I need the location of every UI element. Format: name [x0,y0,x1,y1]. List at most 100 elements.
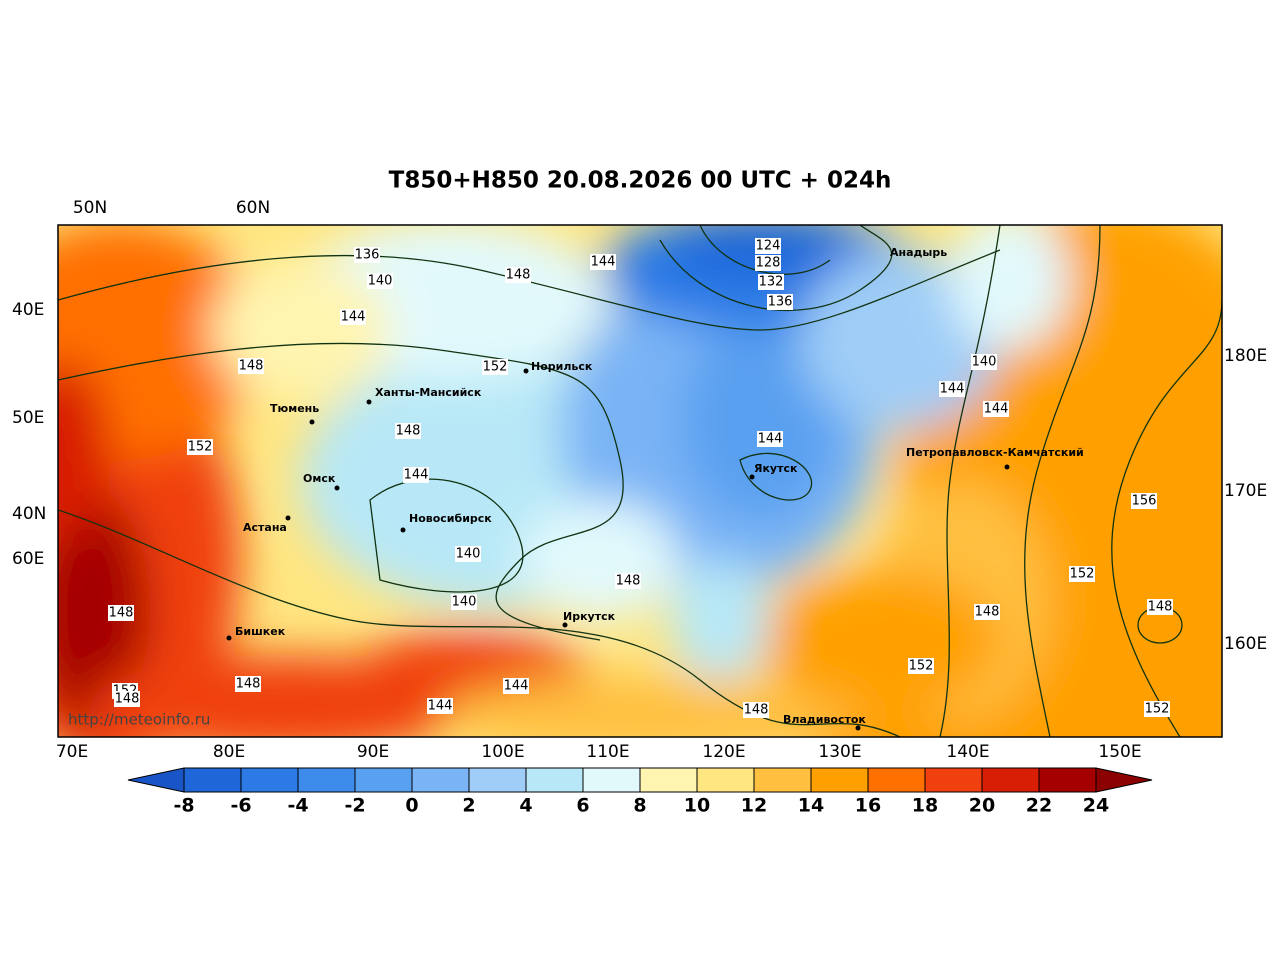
axis-label: 160E [1224,634,1267,654]
colorbar-segment [1038,767,1097,793]
contour-label: 124 [756,239,781,254]
colorbar-segment [354,767,413,793]
contour-label: 148 [115,692,140,707]
colorbar-label: 12 [741,795,767,817]
contour-label: 148 [236,677,261,692]
contour-label: 128 [756,256,781,271]
colorbar-segment [525,767,584,793]
contour-label: 144 [940,382,965,397]
contour-line [58,342,624,641]
contour-line [939,225,1001,737]
axis-label: 50E [12,408,44,428]
colorbar-arrow [127,767,185,793]
labels: 50N 60N 40E 50E 40N 60E 180E 170E 160E 70E 80E 90E 1… [12,198,1267,817]
contour-label-bg [755,238,781,254]
colorbar-label: 14 [798,795,824,817]
field-blob [760,570,1000,710]
colorbar-segment [411,767,470,793]
contour-label: 144 [591,255,616,270]
city-label: Якутск [754,462,798,475]
contour-label: 152 [1070,567,1095,582]
colorbar-label: 20 [969,795,995,817]
colorbar-label: 0 [405,795,418,817]
contour-label: 156 [1132,494,1157,509]
city-label: Астана [243,521,287,534]
axis-label: 180E [1224,346,1267,366]
axis-label: 60E [12,549,44,569]
city-dot [309,419,315,425]
axis-label: 170E [1224,481,1267,501]
contour-label: 148 [506,268,531,283]
city-dot [285,515,291,521]
colorbar-segment [981,767,1040,793]
lon-label: 110E [586,742,629,762]
city-label: Бишкек [235,625,286,638]
contour-label-bg [367,273,393,289]
colorbar-segment [582,767,641,793]
contour-label: 144 [984,402,1009,417]
city-label: Иркутск [563,610,616,623]
colorbar-label: -6 [230,795,251,817]
colorbar-segment [810,767,869,793]
contour-label: 144 [758,432,783,447]
colorbar-segment [183,767,242,793]
contour-label: 148 [616,574,641,589]
field-blobs [58,225,1222,737]
colorbar-segment [240,767,299,793]
contour-line [1111,299,1222,737]
colorbar-label: 18 [912,795,938,817]
colorbar-label: 10 [684,795,710,817]
colorbar-label: 2 [462,795,475,817]
colorbar-label: 8 [633,795,646,817]
lat-label: 60N [236,198,270,218]
colorbar-label: 6 [576,795,589,817]
contour-label: 152 [188,440,213,455]
contour-label: 132 [759,275,784,290]
contour-label-bg [235,676,261,692]
colorbar-label: -2 [344,795,365,817]
colorbar-label: 24 [1083,795,1109,817]
city-label: Петропавловск-Камчатский [906,446,1084,459]
field-blob [440,675,860,737]
contour-label-bg [743,702,769,718]
lon-label: 150E [1098,742,1141,762]
colorbar-label: 16 [855,795,881,817]
contour-label: 152 [909,659,934,674]
contour-label-bg [395,423,421,439]
colorbar-segment [867,767,926,793]
title: T850+H850 20.08.2026 00 UTC + 024h [389,168,892,194]
contour-label: 140 [368,274,393,289]
contour-label: 152 [1145,702,1170,717]
contour-label-bg [1131,493,1157,509]
lon-label: 90E [357,742,389,762]
contour-line [1024,225,1101,737]
contour-line [58,509,901,737]
colorbar-label: 4 [519,795,532,817]
lon-label: 100E [481,742,524,762]
contour-label-bg [971,354,997,370]
contour-label: 144 [428,699,453,714]
contour-label-bg [427,698,453,714]
colorbar-segment [639,767,698,793]
contour-label: 148 [1148,600,1173,615]
city-dot [855,725,861,731]
colorbar-label: -8 [173,795,194,817]
contour-label-bg [1069,566,1095,582]
contour-label-bg [983,401,1009,417]
city-dot [562,622,568,628]
contour-label: 148 [109,606,134,621]
colorbar-segment [696,767,755,793]
colorbar-segment [297,767,356,793]
city-dot [366,399,372,405]
contour-label: 136 [355,248,380,263]
field-blob [58,225,260,460]
colorbar-segment [468,767,527,793]
contour-label-bg [757,431,783,447]
colorbar-segment [924,767,983,793]
contour-label-bg [451,594,477,610]
lat-label: 50N [73,198,107,218]
lon-label: 70E [56,742,88,762]
city-label: Норильск [531,360,593,373]
contour-label-bg [482,359,508,375]
contour-label-bg [238,358,264,374]
